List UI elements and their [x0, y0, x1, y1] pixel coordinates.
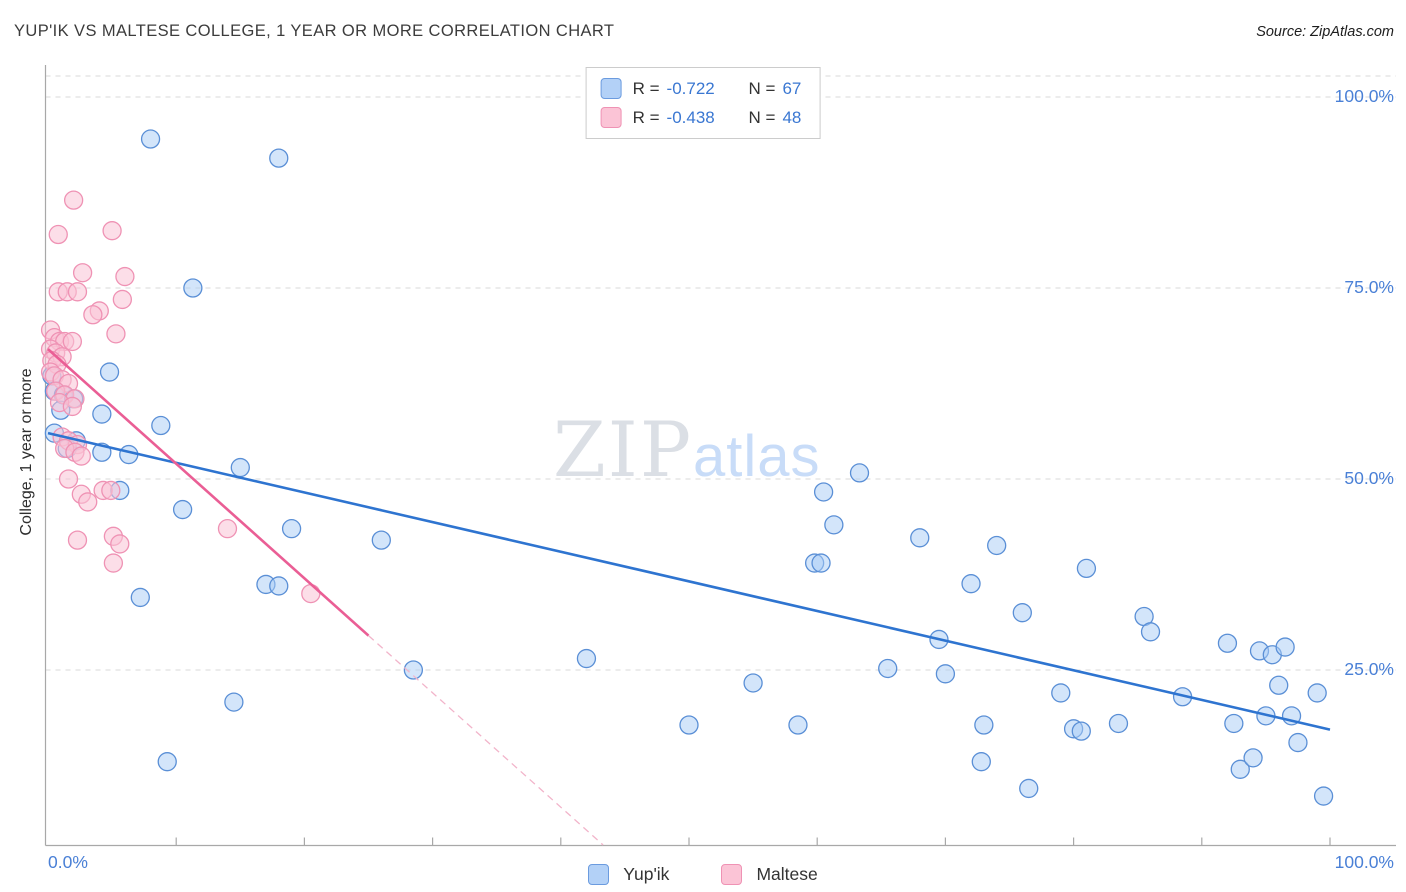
- data-point-yupik: [1269, 675, 1289, 695]
- trend-line-yupik: [47, 431, 1331, 731]
- data-point-maltese: [102, 221, 122, 241]
- data-point-yupik: [961, 574, 981, 594]
- data-point-yupik: [1224, 713, 1244, 734]
- data-point-yupik: [1243, 748, 1263, 768]
- data-point-maltese: [78, 492, 98, 512]
- data-point-yupik: [157, 752, 177, 772]
- trend-line-maltese: [47, 348, 370, 637]
- data-point-yupik: [269, 576, 289, 596]
- data-point-maltese: [62, 396, 83, 417]
- maltese-n-value: 48: [782, 107, 802, 127]
- data-point-yupik: [1076, 558, 1097, 579]
- x-tick-min: 0.0%: [48, 852, 88, 872]
- data-point-maltese: [112, 289, 133, 310]
- data-point-yupik: [849, 463, 870, 483]
- yupik-legend-swatch-icon: [588, 864, 610, 885]
- data-point-yupik: [788, 715, 808, 735]
- data-point-maltese: [58, 469, 79, 489]
- trend-line-maltese-extension: [368, 635, 604, 846]
- source-label: Source: ZipAtlas.com: [1256, 24, 1394, 40]
- data-point-yupik: [974, 715, 994, 735]
- data-point-yupik: [813, 482, 834, 502]
- data-point-maltese: [103, 553, 124, 573]
- data-point-yupik: [743, 673, 763, 693]
- x-tick-max: 100.0%: [1334, 852, 1394, 872]
- data-point-yupik: [824, 515, 844, 535]
- data-point-maltese: [71, 446, 91, 466]
- watermark-atlas: atlas: [692, 424, 821, 489]
- y-tick-100: 100.0%: [1334, 86, 1394, 106]
- data-point-yupik: [224, 692, 244, 712]
- data-point-yupik: [971, 752, 991, 772]
- data-point-yupik: [281, 519, 302, 539]
- data-point-yupik: [99, 362, 120, 382]
- data-point-maltese: [67, 282, 88, 302]
- page-title: YUP'IK VS MALTESE COLLEGE, 1 YEAR OR MOR…: [14, 22, 615, 40]
- maltese-legend-swatch-icon: [721, 864, 743, 885]
- data-point-yupik: [910, 528, 930, 548]
- data-point-yupik: [1071, 721, 1091, 741]
- data-point-maltese: [110, 534, 130, 554]
- n-prefix-label: N =: [748, 107, 776, 127]
- data-point-yupik: [172, 499, 193, 520]
- data-point-yupik: [576, 648, 597, 669]
- data-point-maltese: [106, 324, 126, 344]
- data-point-yupik: [140, 129, 161, 149]
- data-point-maltese: [48, 224, 68, 245]
- data-point-yupik: [1051, 683, 1071, 703]
- y-axis-title: College, 1 year or more: [18, 368, 35, 536]
- yupik-r-value: -0.722: [666, 78, 715, 98]
- data-point-maltese: [301, 583, 321, 604]
- data-point-maltese: [62, 331, 83, 352]
- data-point-yupik: [1288, 732, 1308, 753]
- data-point-yupik: [130, 587, 150, 608]
- data-point-yupik: [403, 660, 424, 680]
- yupik-swatch-icon: [600, 78, 622, 99]
- r-prefix-label: R =: [632, 107, 660, 127]
- data-point-yupik: [269, 148, 289, 168]
- data-point-yupik: [811, 553, 831, 573]
- yupik-n-value: 67: [782, 78, 802, 98]
- maltese-stats-row: R = -0.438 N = 48: [600, 107, 802, 128]
- data-point-yupik: [92, 404, 112, 424]
- maltese-r-value: -0.438: [666, 107, 715, 127]
- data-point-yupik: [1217, 633, 1238, 653]
- data-point-yupik: [183, 278, 203, 298]
- data-point-yupik: [1108, 713, 1129, 734]
- data-point-yupik: [679, 715, 699, 735]
- data-point-yupik: [1019, 778, 1039, 799]
- data-point-yupik: [878, 658, 898, 679]
- data-point-maltese: [101, 480, 121, 501]
- data-point-yupik: [1313, 786, 1334, 806]
- correlation-stats-legend: R = -0.722 N = 67 R = -0.438 N = 48: [585, 67, 821, 139]
- y-tick-50: 50.0%: [1344, 468, 1394, 488]
- data-point-yupik: [371, 530, 391, 550]
- data-point-yupik: [935, 664, 956, 684]
- data-point-maltese: [83, 305, 103, 325]
- data-point-yupik: [230, 457, 250, 478]
- y-tick-25: 25.0%: [1344, 659, 1394, 679]
- r-prefix-label: R =: [632, 78, 660, 98]
- data-point-maltese: [115, 266, 135, 287]
- maltese-legend-label: Maltese: [756, 864, 818, 884]
- data-point-maltese: [72, 263, 93, 283]
- data-point-yupik: [1307, 683, 1327, 703]
- y-tick-75: 75.0%: [1344, 277, 1394, 297]
- yupik-stats-row: R = -0.722 N = 67: [600, 78, 802, 99]
- data-point-yupik: [151, 415, 171, 436]
- data-point-yupik: [1140, 622, 1161, 642]
- data-point-yupik: [1012, 603, 1032, 623]
- series-legend: Yup'ik Maltese: [0, 864, 1406, 885]
- data-point-maltese: [67, 530, 88, 550]
- data-point-maltese: [217, 519, 238, 539]
- data-point-yupik: [987, 535, 1007, 556]
- maltese-swatch-icon: [600, 107, 622, 128]
- yupik-legend-label: Yup'ik: [623, 864, 670, 884]
- data-point-maltese: [63, 190, 84, 210]
- data-point-yupik: [1275, 637, 1295, 657]
- data-point-yupik: [1230, 759, 1250, 779]
- n-prefix-label: N =: [748, 78, 776, 98]
